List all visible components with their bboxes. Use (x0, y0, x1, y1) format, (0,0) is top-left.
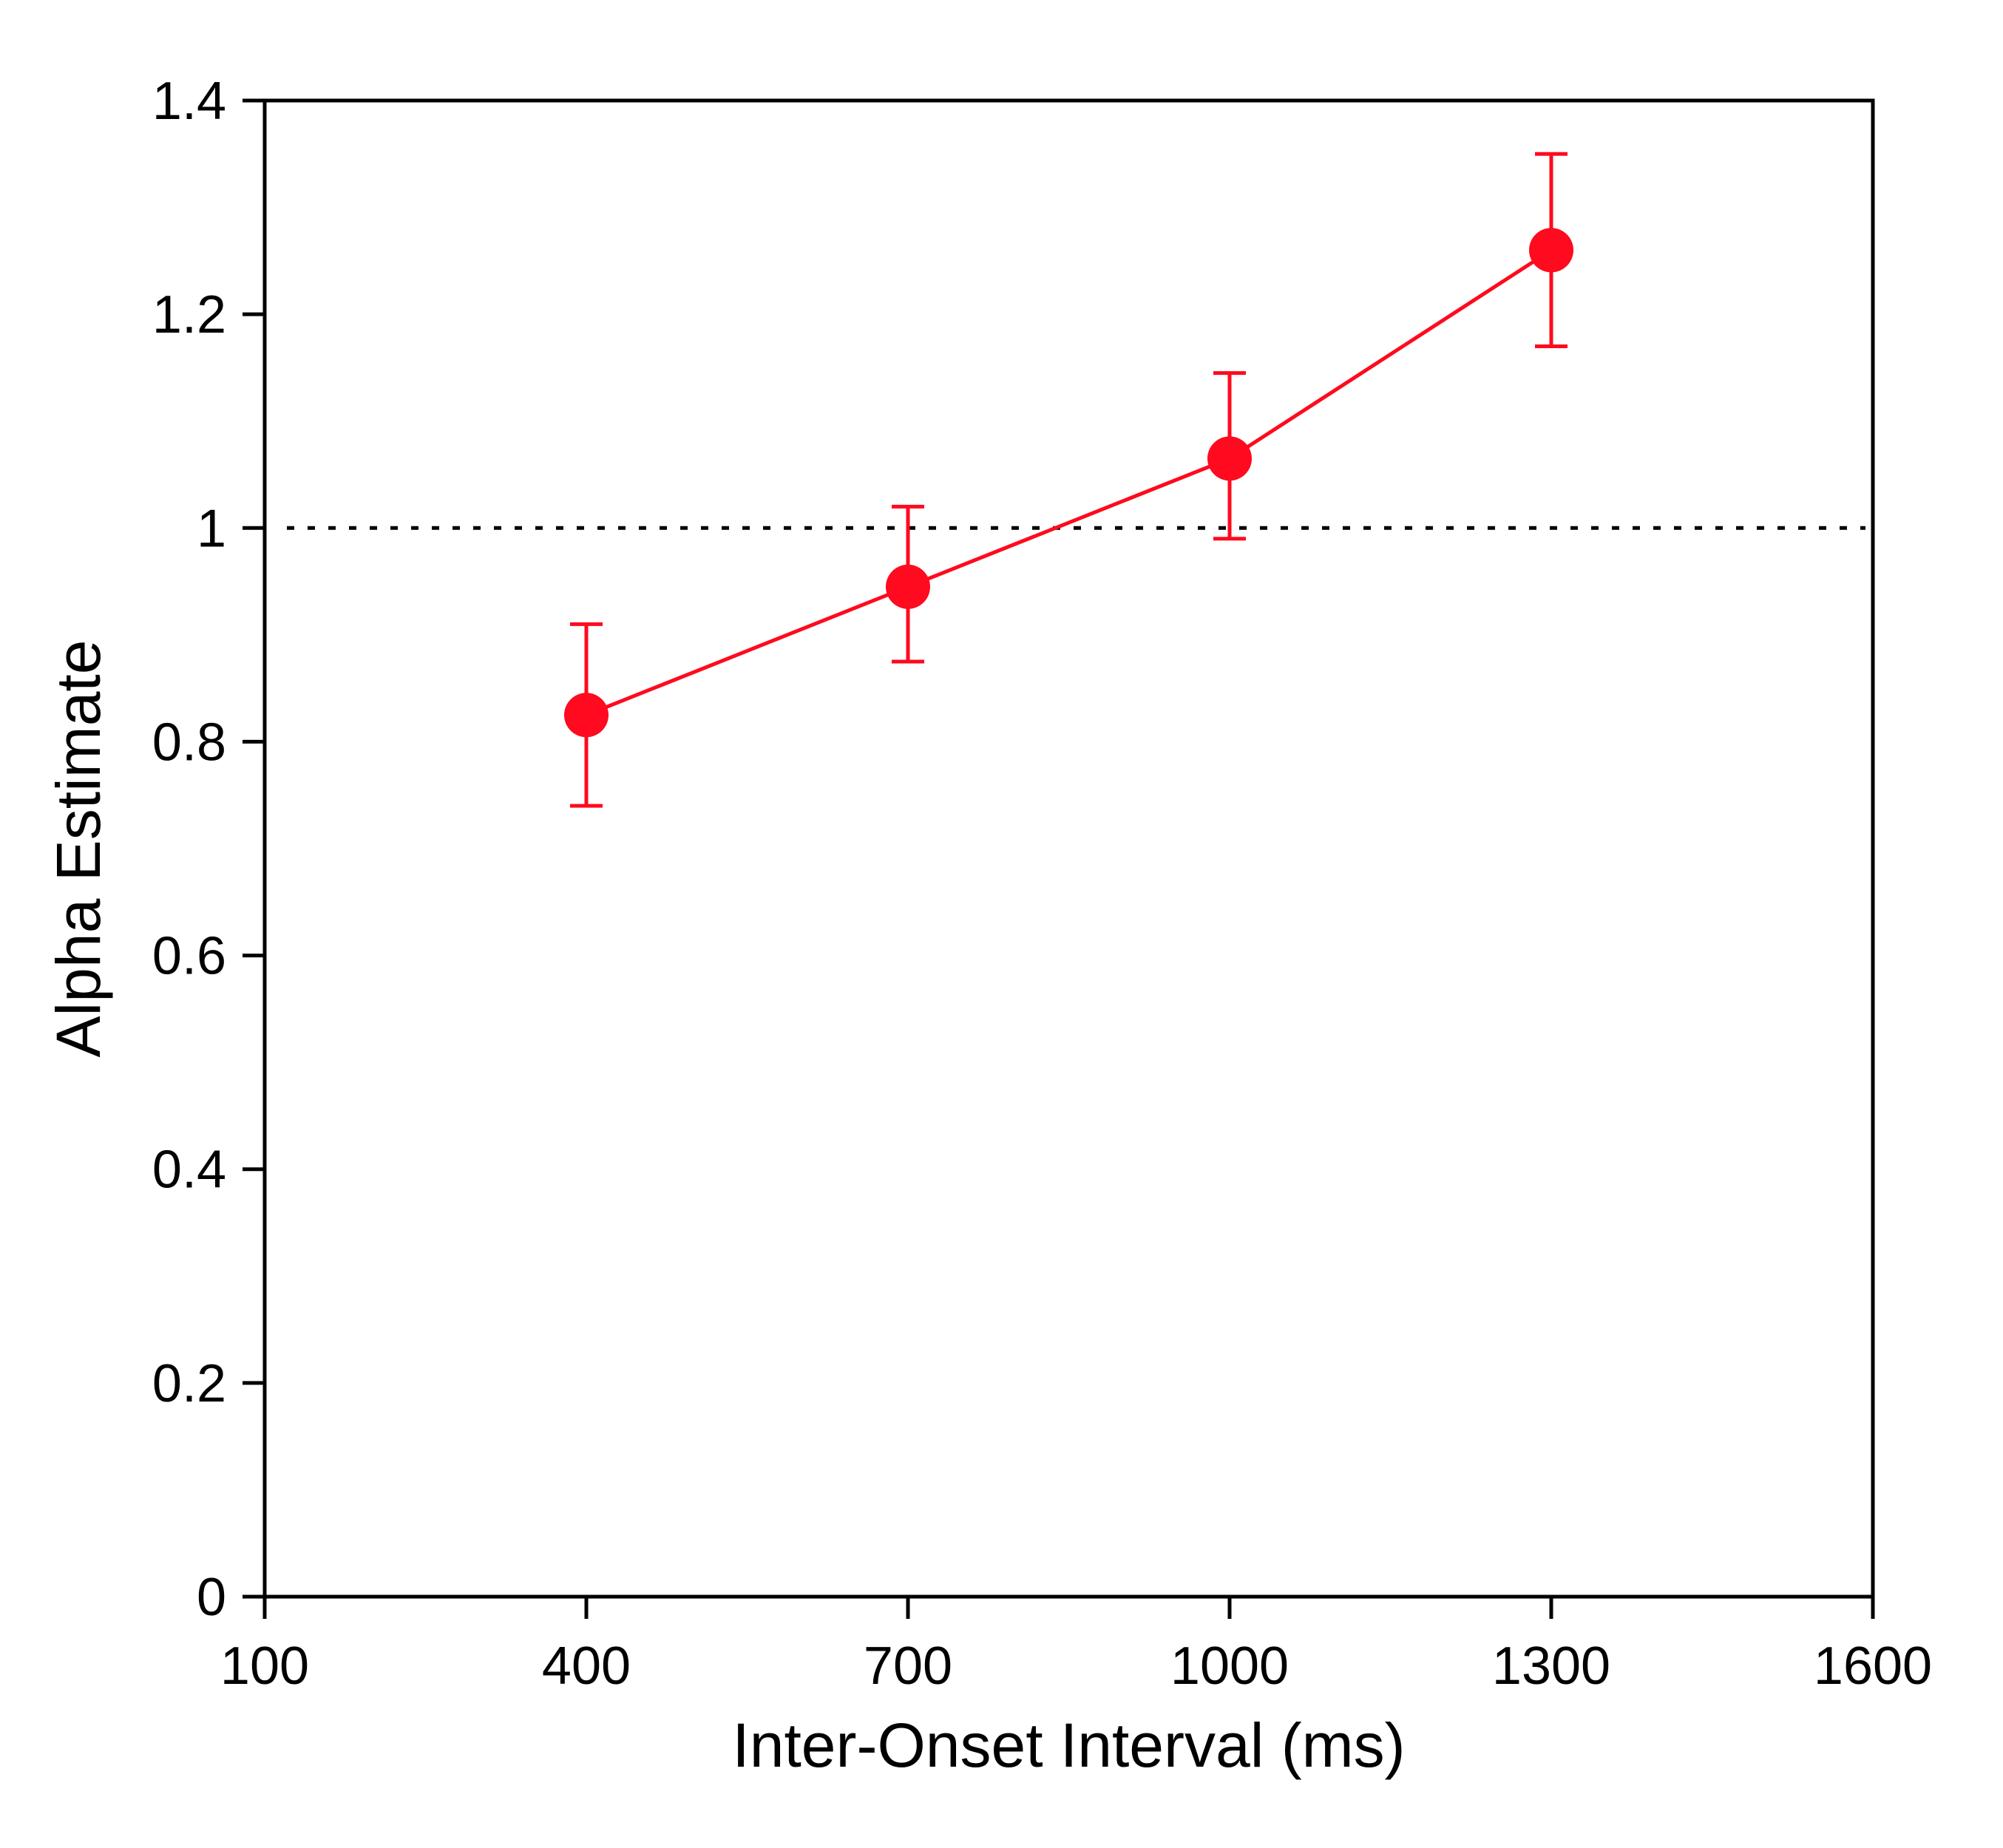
x-tick-label: 1300 (1492, 1637, 1610, 1696)
tick-layer: 100 400 700 1000 1300 1600 0 0.2 0.4 0.6 0.8 1 1.2 1.… (152, 72, 1932, 1696)
x-tick-label: 100 (220, 1637, 309, 1696)
data-point (1207, 436, 1252, 481)
y-tick-label: 1.4 (152, 72, 226, 131)
series-line (586, 248, 1553, 717)
y-axis-label: Alpha Estimate (44, 640, 113, 1058)
series-layer (564, 152, 1573, 808)
x-tick-label: 1600 (1814, 1637, 1932, 1696)
plot-frame (262, 98, 1875, 1599)
x-tick-label: 700 (864, 1637, 952, 1696)
y-tick-label: 0.6 (152, 927, 226, 986)
data-point (1529, 228, 1573, 273)
x-axis-label: Inter-Onset Interval (ms) (732, 1711, 1405, 1780)
x-tick-label: 1000 (1170, 1637, 1289, 1696)
y-tick-label: 0.8 (152, 713, 226, 772)
y-tick-label: 0.2 (152, 1354, 226, 1413)
y-tick-label: 1 (197, 499, 226, 558)
y-tick-label: 0.4 (152, 1141, 226, 1200)
y-tick-label: 0 (197, 1568, 226, 1627)
data-point (564, 693, 609, 738)
x-tick-label: 400 (542, 1637, 631, 1696)
data-point (886, 564, 930, 609)
y-tick-label: 1.2 (152, 285, 226, 344)
